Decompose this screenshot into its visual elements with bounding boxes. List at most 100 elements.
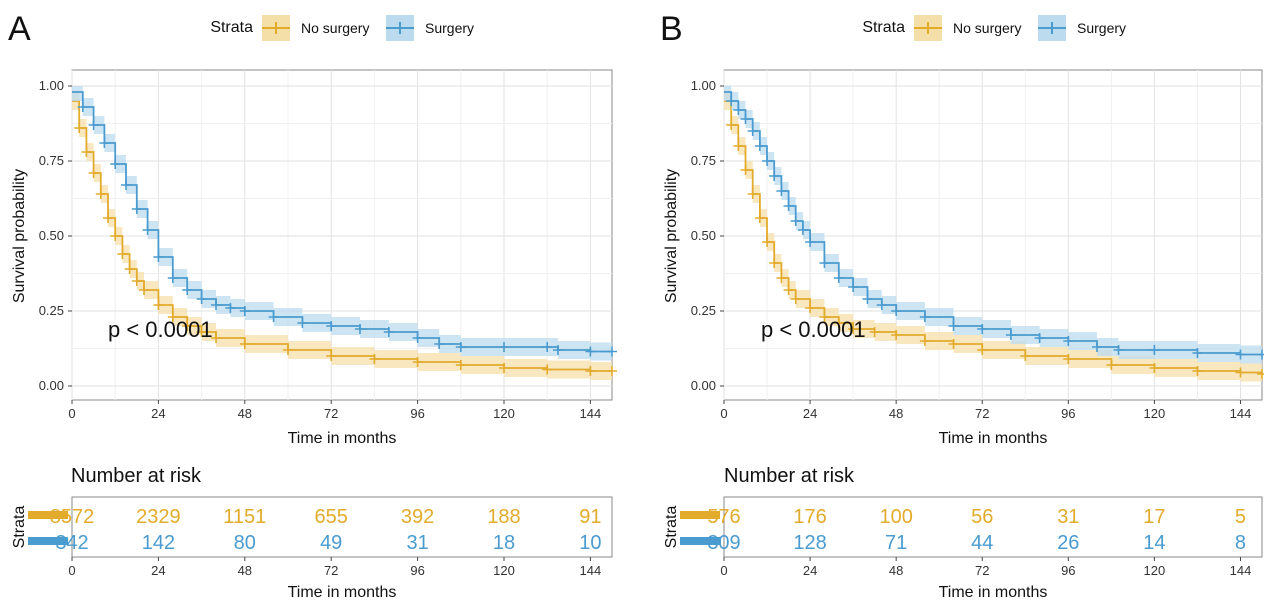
risk-count-no_surgery: 576 <box>707 506 740 528</box>
censor-mark <box>585 366 596 376</box>
x-tick-label: 24 <box>151 406 165 421</box>
risk-count-no_surgery: 17 <box>1143 506 1165 528</box>
censor-mark <box>1106 360 1117 370</box>
risk-count-surgery: 342 <box>55 532 88 554</box>
censor-mark <box>833 273 844 283</box>
y-tick-label: 1.00 <box>691 78 716 93</box>
censor-mark <box>607 366 617 376</box>
risk-x-tick-label: 0 <box>720 563 727 578</box>
x-tick-label: 24 <box>803 406 817 421</box>
panel-letter: B <box>660 10 683 48</box>
censor-mark <box>1257 369 1264 379</box>
censor-mark <box>1235 367 1246 378</box>
x-tick-label: 48 <box>889 406 903 421</box>
y-tick-label: 0.00 <box>691 378 716 393</box>
censor-mark <box>1149 345 1160 355</box>
censor-mark <box>919 312 930 322</box>
y-tick-label: 0.25 <box>39 303 64 318</box>
risk-x-tick-label: 144 <box>580 563 602 578</box>
plot-panel-1: 0.00 0.25 0.50 0.75 1.00 0 24 48 72 96 120 144 <box>691 69 1264 421</box>
censor-mark <box>542 364 553 375</box>
x-tick-label: 0 <box>68 406 75 421</box>
censor-mark <box>1192 348 1203 358</box>
legend-plus-surgery <box>1046 22 1058 34</box>
risk-table-title: Number at risk <box>71 465 202 487</box>
plot-panel-0: 0.00 0.25 0.50 0.75 1.00 0 24 48 72 96 120 144 <box>39 69 617 421</box>
censor-mark <box>110 159 121 169</box>
risk-y-axis-label: Strata <box>11 506 28 549</box>
risk-count-no_surgery: 2329 <box>136 506 181 528</box>
censor-mark <box>783 285 794 295</box>
legend-label-surgery: Surgery <box>1077 20 1126 36</box>
censor-mark <box>848 324 859 334</box>
x-tick-label: 120 <box>1144 406 1166 421</box>
y-tick-label: 0.50 <box>691 228 716 243</box>
risk-table-0: 8572 2329 1151 655 392 188 91 342 142 80 49 31 18 10 0… <box>28 496 613 578</box>
ci-band-surgery <box>72 86 612 361</box>
x-tick-label: 0 <box>720 406 727 421</box>
censor-mark <box>726 120 737 130</box>
censor-mark <box>1063 336 1074 346</box>
panel-a: A Strata No surgery Surgery Survival pro… <box>8 10 474 601</box>
censor-mark <box>769 171 780 181</box>
x-axis-label: Time in months <box>288 430 397 447</box>
y-tick-label: 1.00 <box>39 78 64 93</box>
risk-x-axis-label: Time in months <box>939 584 1048 601</box>
censor-mark <box>182 285 193 295</box>
censor-mark <box>948 321 959 331</box>
risk-table-area <box>71 496 613 558</box>
risk-count-surgery: 10 <box>579 532 601 554</box>
risk-x-tick-label: 96 <box>1061 563 1075 578</box>
censor-mark <box>876 300 887 310</box>
censor-mark <box>1005 330 1016 340</box>
risk-count-surgery: 31 <box>406 532 428 554</box>
censor-mark <box>1034 333 1045 343</box>
censor-mark <box>754 141 765 151</box>
risk-count-no_surgery: 5 <box>1235 506 1246 528</box>
censor-mark <box>153 252 164 262</box>
x-tick-label: 144 <box>1230 406 1252 421</box>
y-axis-label: Survival probability <box>11 169 28 303</box>
censor-mark <box>131 276 142 286</box>
censor-mark <box>139 285 149 295</box>
censor-mark <box>434 339 445 349</box>
risk-count-surgery: 80 <box>234 532 256 554</box>
censor-mark <box>553 345 563 355</box>
risk-table-title: Number at risk <box>724 465 855 487</box>
censor-mark <box>733 105 744 115</box>
risk-x-tick-label: 48 <box>889 563 903 578</box>
censor-mark <box>455 360 466 370</box>
x-tick-label: 48 <box>238 406 252 421</box>
censor-mark <box>196 294 207 304</box>
legend-label-no-surgery: No surgery <box>953 20 1021 36</box>
censor-mark <box>762 156 773 166</box>
censor-mark <box>754 213 765 223</box>
censor-mark <box>747 189 758 199</box>
p-value-annotation: p < 0.0001 <box>761 317 866 342</box>
censor-mark <box>762 237 773 247</box>
risk-x-axis-label: Time in months <box>288 584 397 601</box>
censor-mark <box>103 213 113 223</box>
legend-title: Strata <box>862 19 905 36</box>
censor-mark <box>805 303 816 313</box>
x-tick-label: 72 <box>324 406 338 421</box>
censor-mark <box>412 357 423 367</box>
risk-count-surgery: 8 <box>1235 532 1246 554</box>
censor-mark <box>81 147 92 157</box>
censor-mark <box>99 138 110 148</box>
censor-mark <box>182 321 193 331</box>
censor-mark <box>167 312 178 322</box>
risk-x-tick-label: 120 <box>1144 563 1166 578</box>
legend-plus-no-surgery <box>270 22 282 34</box>
x-tick-label: 72 <box>975 406 989 421</box>
risk-count-surgery: 49 <box>320 532 342 554</box>
risk-row-key-no_surgery <box>680 511 720 519</box>
censor-mark <box>499 342 509 352</box>
censor-mark <box>283 345 293 355</box>
p-value-annotation: p < 0.0001 <box>108 317 213 342</box>
censor-mark <box>819 312 830 322</box>
censor-mark <box>797 225 808 235</box>
legend-title: Strata <box>210 19 253 36</box>
legend: Strata No surgery Surgery <box>862 15 1126 41</box>
